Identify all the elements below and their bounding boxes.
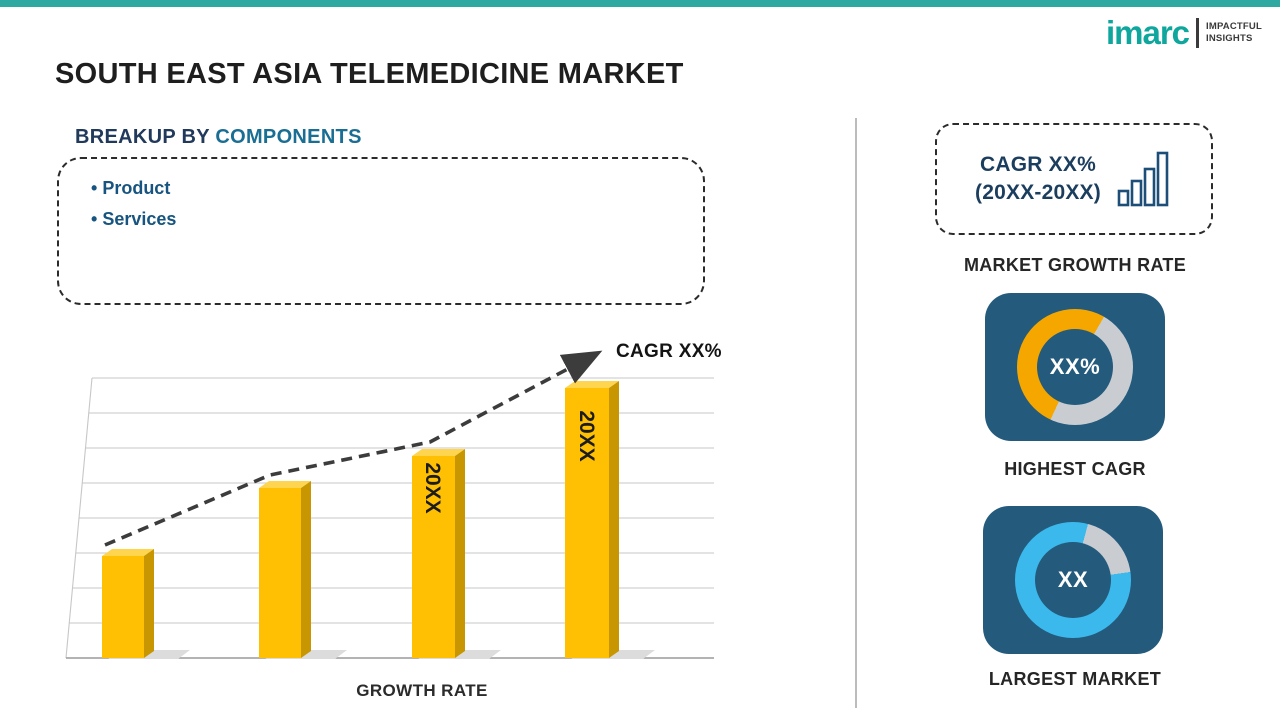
highest-cagr-tile: XX%	[985, 293, 1165, 441]
bar-4: 20XX	[565, 381, 619, 658]
highest-cagr-value: XX%	[1049, 354, 1101, 379]
bar-4-label: 20XX	[575, 410, 598, 461]
bar-3: 20XX	[412, 449, 465, 658]
growth-card-text: CAGR XX% (20XX-20XX)	[975, 151, 1101, 208]
breakup-heading-highlight: COMPONENTS	[215, 126, 362, 148]
logo-divider	[1196, 17, 1200, 48]
growth-card-line2: (20XX-20XX)	[975, 181, 1101, 204]
highest-cagr-caption: HIGHEST CAGR	[1004, 459, 1146, 479]
breakup-components-box: Product Services	[57, 157, 705, 305]
bar-3-label: 20XX	[421, 462, 444, 513]
growth-rate-bar-chart: 20XX 20XX	[62, 338, 722, 678]
x-axis-label: GROWTH RATE	[356, 681, 488, 700]
bar-2	[259, 481, 311, 658]
section-divider	[855, 118, 857, 708]
bar-chart-icon	[1117, 151, 1169, 207]
breakup-heading-prefix: BREAKUP BY	[75, 126, 216, 148]
logo-tagline-line2: INSIGHTS	[1206, 32, 1253, 44]
list-item-product: Product	[91, 173, 703, 204]
donut-hole: XX%	[1037, 329, 1113, 405]
bar-1	[102, 549, 154, 658]
largest-market-caption: LARGEST MARKET	[988, 669, 1162, 689]
growth-card-line1: CAGR XX%	[980, 152, 1096, 176]
breakup-heading: BREAKUP BY COMPONENTS	[75, 126, 362, 149]
highest-cagr-donut-chart: XX%	[1017, 309, 1133, 425]
market-growth-rate-card: CAGR XX% (20XX-20XX)	[935, 123, 1213, 235]
cagr-annotation: CAGR XX%	[616, 341, 722, 362]
largest-market-value: XX	[1057, 567, 1089, 592]
largest-market-tile: XX	[983, 506, 1163, 654]
top-accent-bar	[0, 0, 1280, 7]
trend-arrow	[104, 350, 603, 547]
market-growth-rate-caption: MARKET GROWTH RATE	[963, 255, 1187, 275]
page-title: SOUTH EAST ASIA TELEMEDICINE MARKET	[55, 58, 684, 90]
donut-hole: XX	[1035, 542, 1111, 618]
logo-tagline: IMPACTFUL INSIGHTS	[1206, 21, 1262, 44]
list-item-services: Services	[91, 204, 703, 235]
bar-chart-svg: 20XX 20XX	[65, 350, 714, 659]
imarc-logo: imarc IMPACTFUL INSIGHTS	[1106, 16, 1262, 49]
largest-market-donut-chart: XX	[1015, 522, 1131, 638]
logo-brand-text: imarc	[1105, 14, 1190, 51]
logo-tagline-line1: IMPACTFUL	[1206, 21, 1262, 33]
